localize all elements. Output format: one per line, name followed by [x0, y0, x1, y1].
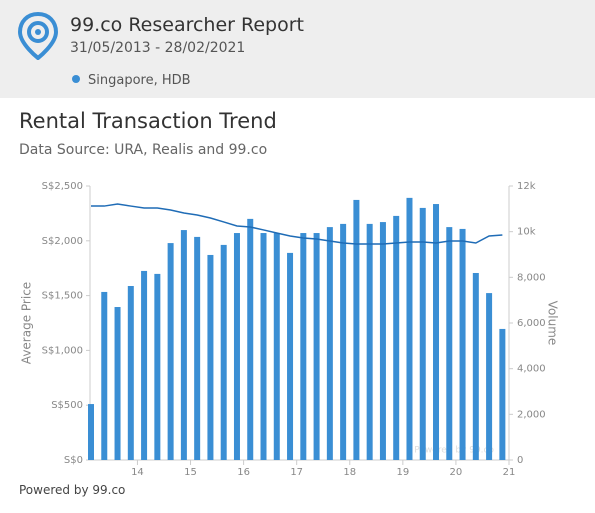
bar — [88, 404, 94, 460]
bar — [180, 230, 187, 460]
bar — [207, 254, 214, 460]
x-tick-label: 17 — [290, 467, 303, 478]
y2-tick-label: 0 — [517, 455, 523, 466]
x-tick-label: 21 — [503, 467, 516, 478]
bar — [366, 223, 373, 460]
legend-label: Singapore, HDB — [88, 73, 191, 88]
logo — [18, 12, 58, 60]
bar — [127, 286, 134, 460]
bar — [446, 227, 453, 460]
bar — [167, 243, 174, 460]
y-tick-label: S$2,500 — [42, 181, 83, 192]
bar — [406, 197, 413, 460]
y-tick-label: S$1,000 — [42, 345, 83, 356]
chart-title: Rental Transaction Trend — [19, 109, 277, 133]
bar — [472, 272, 479, 460]
bar — [499, 328, 506, 460]
bar — [101, 291, 108, 460]
y2-tick-label: 8,000 — [517, 272, 546, 283]
y-axis-label: Average Price — [20, 282, 34, 364]
y2-tick-label: 6,000 — [517, 318, 546, 329]
y-tick-label: S$1,500 — [42, 291, 83, 302]
bar — [300, 233, 307, 460]
bar — [141, 270, 148, 460]
x-tick-label: 18 — [343, 467, 356, 478]
bar — [393, 215, 400, 460]
y2-tick-label: 10k — [517, 227, 536, 238]
footer: Powered by 99.co — [19, 483, 126, 497]
bar — [353, 199, 360, 460]
legend-dot — [72, 75, 80, 83]
header: 99.co Researcher Report 31/05/2013 - 28/… — [0, 0, 595, 98]
bar — [287, 252, 294, 460]
bar — [326, 227, 333, 460]
bar — [273, 233, 280, 460]
bar — [313, 233, 320, 460]
bar — [340, 223, 347, 460]
bar — [220, 244, 227, 460]
y2-axis-label: Volume — [546, 301, 560, 346]
legend: Singapore, HDB — [72, 73, 191, 88]
bar — [433, 204, 440, 460]
y2-tick-label: 12k — [517, 181, 536, 192]
x-tick-label: 15 — [184, 467, 197, 478]
bar — [247, 218, 254, 460]
x-tick-label: 19 — [396, 467, 409, 478]
chart-subtitle: Data Source: URA, Realis and 99.co — [19, 142, 268, 158]
date-range: 31/05/2013 - 28/02/2021 — [70, 40, 246, 56]
x-tick-label: 20 — [450, 467, 463, 478]
bar — [233, 233, 240, 460]
y2-tick-label: 4,000 — [517, 364, 546, 375]
bar — [459, 228, 466, 460]
watermark: Powered by 99.co — [414, 446, 494, 456]
bar — [114, 307, 121, 460]
bar — [379, 222, 386, 460]
y-tick-label: S$2,000 — [42, 236, 83, 247]
y-tick-label: S$0 — [64, 455, 83, 466]
x-tick-label: 16 — [237, 467, 250, 478]
price-line — [91, 203, 503, 245]
bar — [260, 233, 267, 460]
bar — [486, 293, 493, 460]
y-tick-label: S$500 — [51, 400, 83, 411]
report-title: 99.co Researcher Report — [70, 14, 305, 36]
bar — [419, 207, 426, 460]
x-tick-label: 14 — [131, 467, 144, 478]
bar — [154, 273, 161, 460]
y2-tick-label: 2,000 — [517, 409, 546, 420]
chart: Average Price Volume Powered by 99.co S$… — [20, 181, 560, 478]
bar — [194, 236, 201, 460]
